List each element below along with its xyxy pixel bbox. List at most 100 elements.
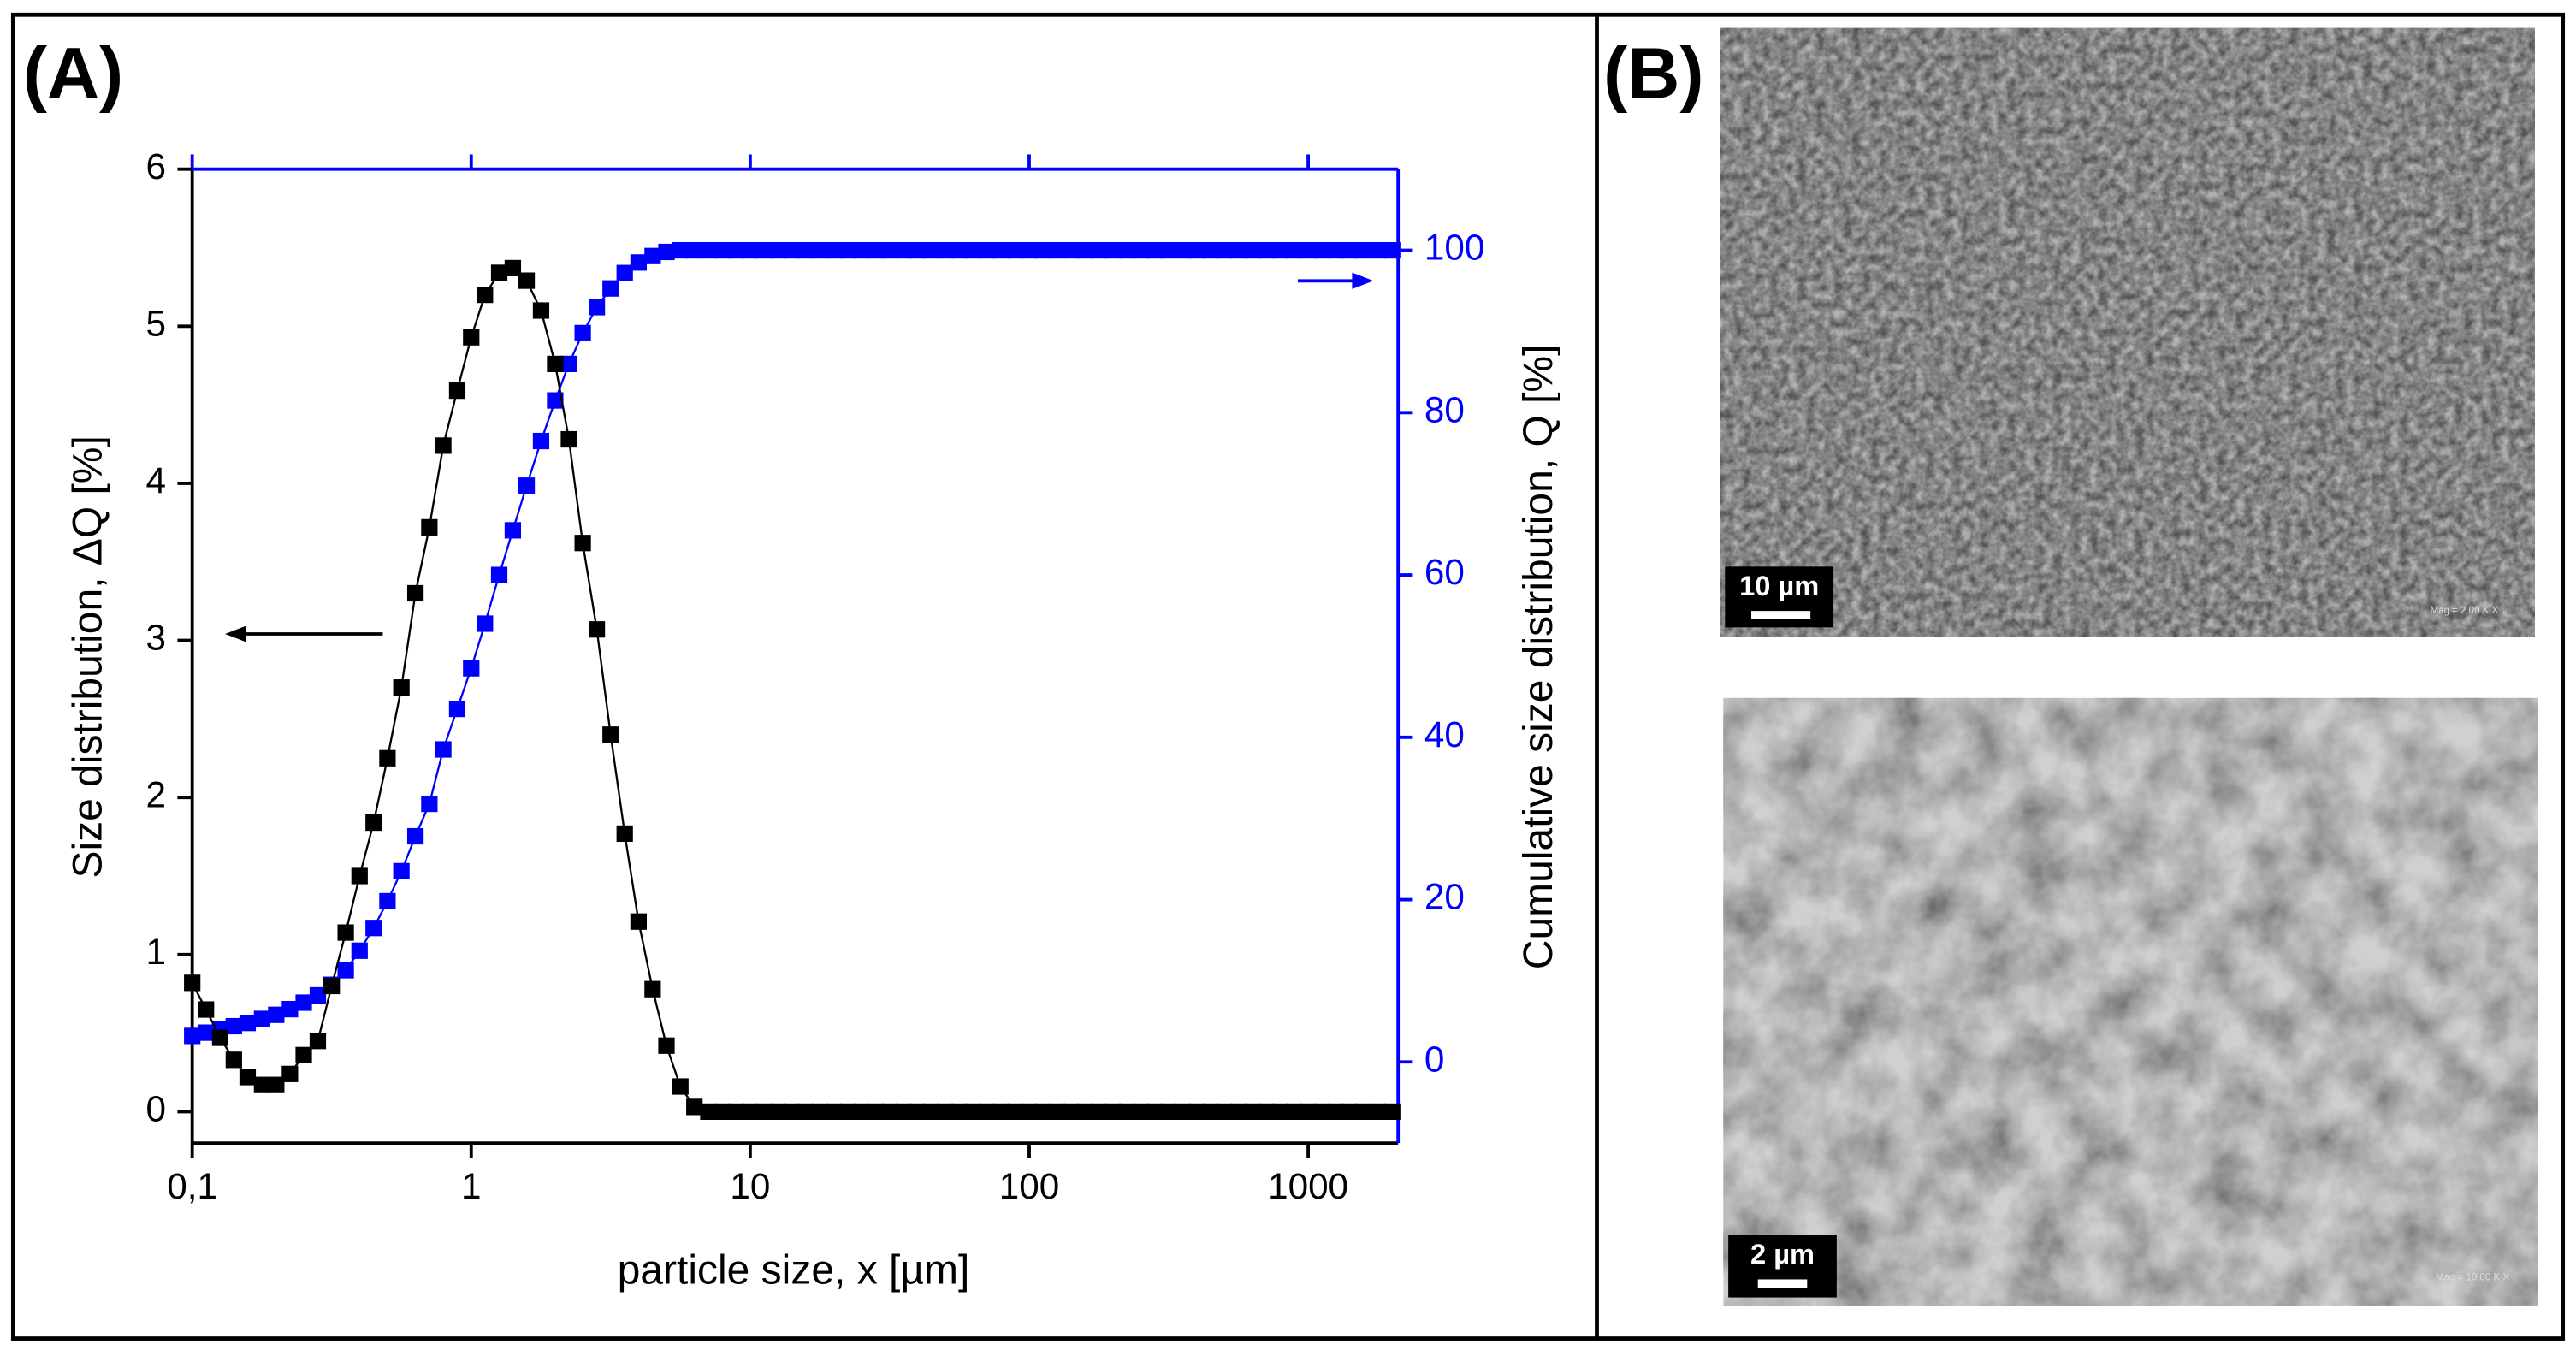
marker <box>1258 1103 1275 1120</box>
marker <box>268 1006 285 1023</box>
marker <box>253 1076 270 1093</box>
marker <box>532 302 550 319</box>
marker <box>1146 241 1164 259</box>
marker <box>727 1103 745 1120</box>
marker <box>518 477 536 494</box>
marker <box>700 241 717 259</box>
marker <box>783 241 801 259</box>
marker <box>1007 241 1024 259</box>
marker <box>574 535 591 552</box>
marker <box>602 726 619 743</box>
marker <box>225 1051 242 1069</box>
marker <box>1034 1103 1051 1120</box>
marker <box>1341 241 1359 259</box>
marker <box>909 241 927 259</box>
marker <box>1091 1103 1108 1120</box>
marker <box>839 1103 856 1120</box>
marker <box>448 700 466 718</box>
marker <box>1104 241 1122 259</box>
marker <box>937 241 954 259</box>
marker <box>337 962 354 979</box>
y-tick-label: 0 <box>145 1089 165 1129</box>
marker <box>658 1037 675 1054</box>
marker <box>379 749 396 767</box>
x-tick-label: 100 <box>999 1166 1059 1206</box>
marker <box>630 254 647 271</box>
marker <box>337 924 354 941</box>
y-tick-label: 3 <box>145 618 165 658</box>
marker <box>532 432 550 450</box>
marker <box>560 430 577 448</box>
marker <box>1355 1103 1372 1120</box>
marker <box>198 1024 215 1041</box>
arrow-head <box>1352 272 1374 289</box>
marker <box>421 795 438 813</box>
marker <box>1300 241 1317 259</box>
marker <box>547 392 564 409</box>
sem-image: 2 µm Mag = 10.00 K X <box>1723 697 2538 1306</box>
marker <box>839 241 856 259</box>
marker <box>589 299 606 316</box>
marker <box>309 986 327 1004</box>
y2-tick-label: 40 <box>1424 714 1465 755</box>
marker <box>811 1103 829 1120</box>
marker <box>463 329 480 346</box>
marker <box>630 913 647 930</box>
marker <box>1063 241 1080 259</box>
marker <box>1370 1103 1387 1120</box>
marker <box>1076 1103 1093 1120</box>
marker <box>268 1076 285 1093</box>
marker <box>1383 241 1401 259</box>
marker <box>923 241 940 259</box>
marker <box>895 1103 912 1120</box>
marker <box>560 355 577 373</box>
marker <box>351 867 368 885</box>
marker <box>783 1103 801 1120</box>
marker <box>602 280 619 297</box>
marker <box>365 814 382 832</box>
marker <box>1229 241 1247 259</box>
marker <box>1229 1103 1247 1120</box>
marker <box>295 994 312 1011</box>
marker <box>1132 241 1149 259</box>
marker <box>281 1000 299 1018</box>
marker <box>1146 1103 1164 1120</box>
marker <box>504 259 522 277</box>
y2-axis-label: Cumulative size distribution, Q [%] <box>1516 345 1561 970</box>
marker <box>406 584 424 602</box>
marker <box>742 241 759 259</box>
marker <box>755 241 773 259</box>
marker <box>518 272 536 289</box>
y2-tick-label: 60 <box>1424 552 1465 592</box>
marker <box>950 1103 968 1120</box>
marker <box>547 355 564 373</box>
marker <box>490 566 508 583</box>
marker <box>853 241 870 259</box>
marker <box>923 1103 940 1120</box>
marker <box>1104 1103 1122 1120</box>
x-tick-label: 0,1 <box>167 1166 217 1206</box>
magnification: Mag = 10.00 K X <box>2436 1273 2509 1283</box>
y2-tick-label: 100 <box>1424 228 1484 268</box>
marker <box>406 827 424 845</box>
marker <box>1313 241 1330 259</box>
marker <box>937 1103 954 1120</box>
marker <box>1174 241 1192 259</box>
marker <box>1271 1103 1289 1120</box>
marker <box>184 1027 201 1045</box>
marker <box>770 1103 787 1120</box>
marker <box>463 660 480 677</box>
panel-label: (B) <box>1603 33 1703 113</box>
marker <box>1160 1103 1177 1120</box>
marker <box>198 1001 215 1018</box>
marker <box>351 942 368 959</box>
marker <box>686 241 703 259</box>
marker <box>881 1103 898 1120</box>
y-tick-label: 6 <box>145 146 165 187</box>
marker <box>770 241 787 259</box>
marker <box>1286 1103 1303 1120</box>
marker <box>714 241 731 259</box>
marker <box>909 1103 927 1120</box>
marker <box>853 1103 870 1120</box>
frame <box>10 12 2566 1341</box>
